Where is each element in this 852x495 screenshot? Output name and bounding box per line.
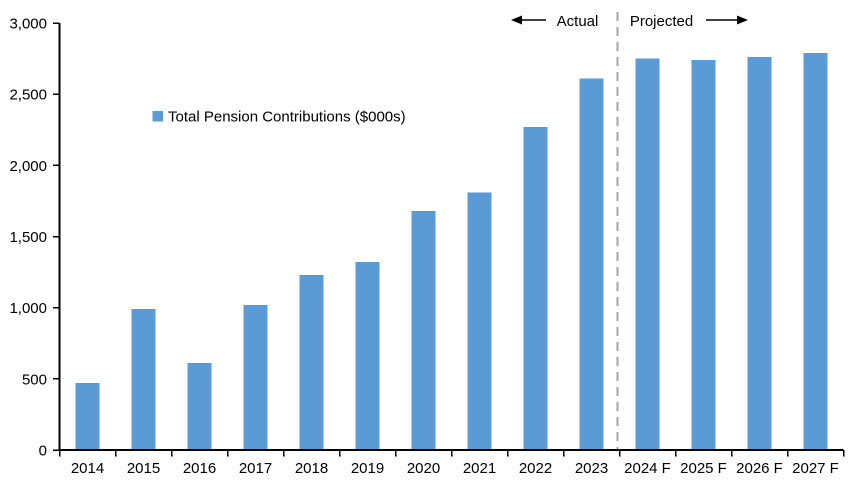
- x-axis-label-2021: 2021: [463, 460, 496, 477]
- bar-2015: [131, 309, 156, 450]
- x-axis-label-2025 F: 2025 F: [680, 460, 727, 477]
- x-axis-label-2022: 2022: [519, 460, 552, 477]
- x-axis-label-2015: 2015: [127, 460, 160, 477]
- y-axis-label-500: 500: [22, 371, 47, 388]
- actual-annotation: Actual: [511, 13, 598, 30]
- x-axis-label-2019: 2019: [351, 460, 384, 477]
- left-arrow-icon: [511, 15, 522, 25]
- bar-2020: [411, 210, 436, 450]
- bar-2018: [299, 274, 324, 450]
- y-axis-label-0: 0: [39, 443, 47, 460]
- bar-2014: [75, 383, 100, 450]
- x-axis-label-2023: 2023: [575, 460, 608, 477]
- actual-label: Actual: [557, 13, 599, 30]
- legend-swatch-icon: [152, 111, 163, 122]
- y-axis-label-2,000: 2,000: [9, 158, 47, 175]
- y-axis: 0 500 1,000 1,500 2,000 2,500 3,000: [9, 16, 61, 460]
- bar-2022: [523, 126, 548, 451]
- right-arrow-icon: [737, 15, 748, 25]
- y-axis-label-1,000: 1,000: [9, 300, 47, 317]
- x-axis-label-2017: 2017: [239, 460, 272, 477]
- y-axis-label-1,500: 1,500: [9, 229, 47, 246]
- x-axis-label-2026 F: 2026 F: [736, 460, 783, 477]
- x-axis-label-2024 F: 2024 F: [624, 460, 671, 477]
- bar-2023: [579, 78, 604, 450]
- x-axis-label-2027 F: 2027 F: [792, 460, 839, 477]
- x-axis: 2014 2015 2016 2017 2018 2019 2020 2021 2022 2023…: [58, 449, 845, 477]
- projected-label: Projected: [630, 13, 693, 30]
- bar-2025 F: [691, 60, 716, 450]
- x-axis-label-2014: 2014: [71, 460, 104, 477]
- bar-2016: [187, 363, 212, 450]
- bar-2017: [243, 304, 268, 450]
- bars-group: [75, 52, 828, 451]
- y-axis-label-2,500: 2,500: [9, 87, 47, 104]
- bar-2027 F: [803, 52, 828, 451]
- bar-2021: [467, 192, 492, 450]
- x-axis-label-2016: 2016: [183, 460, 216, 477]
- bar-2026 F: [747, 57, 772, 450]
- legend: Total Pension Contributions ($000s): [152, 109, 406, 126]
- y-axis-label-3,000: 3,000: [9, 16, 47, 33]
- legend-label: Total Pension Contributions ($000s): [168, 109, 406, 126]
- projected-annotation: Projected: [630, 13, 748, 30]
- x-axis-label-2020: 2020: [407, 460, 440, 477]
- bar-2024 F: [635, 58, 660, 450]
- bar-2019: [355, 262, 380, 450]
- x-axis-label-2018: 2018: [295, 460, 328, 477]
